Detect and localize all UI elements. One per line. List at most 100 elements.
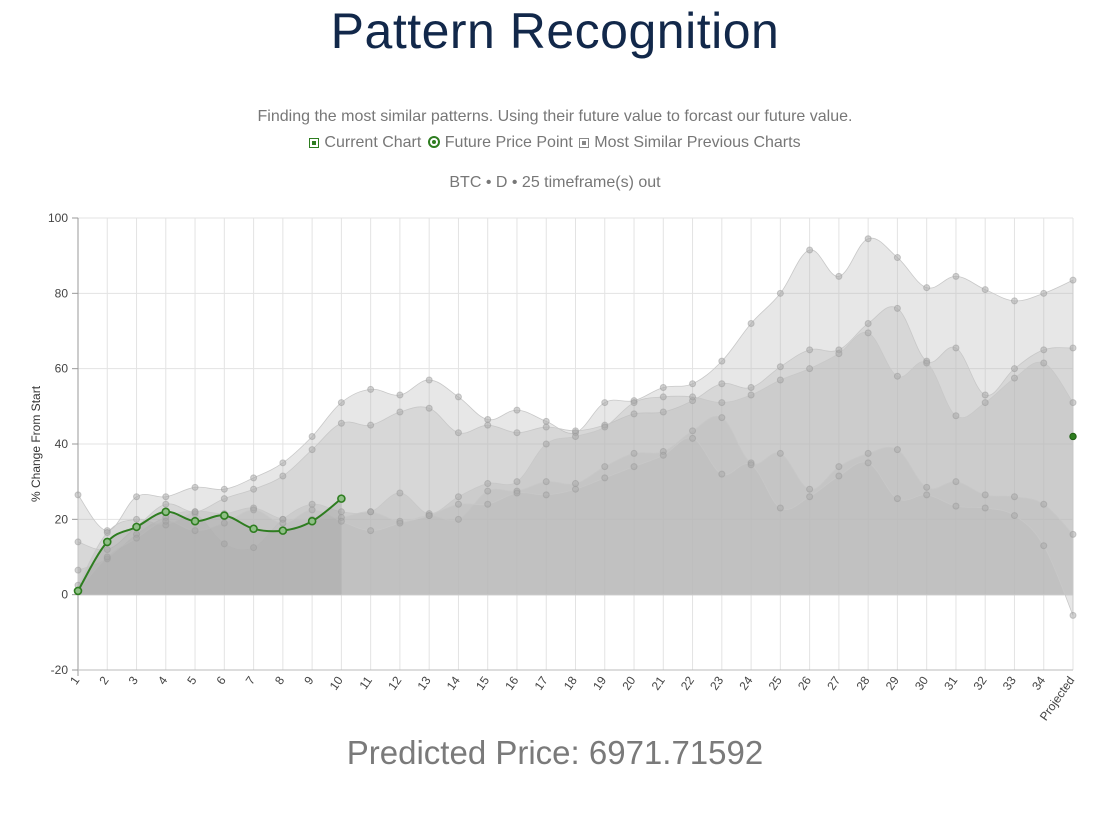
similar-chart-point — [630, 449, 638, 457]
similar-chart-point — [893, 446, 901, 454]
x-tick-label: 9 — [301, 673, 316, 687]
similar-chart-point — [835, 272, 843, 280]
chart-legend: Current Chart Future Price Point Most Si… — [0, 134, 1110, 152]
x-tick-label: 13 — [415, 673, 434, 692]
similar-chart-point — [806, 346, 814, 354]
x-tick-label: 31 — [941, 673, 960, 692]
similar-chart-point — [601, 474, 609, 482]
x-tick-label: 32 — [971, 673, 990, 692]
similar-chart-point — [337, 399, 345, 407]
x-tick-label: 6 — [213, 673, 228, 687]
x-tick-label: 33 — [1000, 673, 1019, 692]
similar-chart-point — [572, 427, 579, 435]
similar-chart-point — [864, 449, 872, 457]
similar-chart-point — [864, 319, 872, 327]
similar-chart-point — [133, 534, 141, 542]
similar-chart-point — [191, 483, 199, 491]
similar-chart-point — [279, 459, 287, 467]
similar-chart-point — [806, 493, 814, 501]
similar-chart-point — [776, 504, 784, 512]
current-chart-point — [337, 494, 346, 503]
x-tick-label: 3 — [126, 673, 141, 687]
similar-chart-point — [747, 391, 755, 399]
similar-chart-point — [747, 384, 755, 391]
x-tick-label: 12 — [385, 673, 404, 692]
similar-charts-swatch-icon — [579, 138, 590, 148]
similar-chart-point — [484, 480, 492, 488]
similar-chart-point — [835, 350, 843, 358]
similar-chart-point — [835, 463, 843, 471]
similar-chart-point — [103, 545, 111, 553]
legend-label-current-chart: Current Chart — [324, 134, 422, 151]
similar-chart-point — [308, 432, 316, 440]
chart-subtitle: Finding the most similar patterns. Using… — [257, 108, 853, 125]
similar-chart-point — [776, 289, 784, 297]
x-tick-label: 20 — [619, 673, 638, 692]
similar-chart-point — [367, 421, 375, 429]
similar-chart-point — [981, 399, 989, 407]
similar-chart-point — [601, 399, 609, 407]
similar-chart-point — [806, 246, 814, 254]
similar-chart-point — [542, 478, 550, 486]
similar-chart-point — [981, 391, 989, 399]
similar-chart-point — [718, 399, 726, 407]
similar-chart-point — [981, 504, 989, 512]
current-chart-point — [161, 507, 171, 517]
similar-chart-point — [747, 319, 755, 327]
similar-chart-point — [630, 463, 638, 471]
similar-chart-point — [572, 485, 579, 493]
similar-chart-point — [396, 519, 404, 527]
similar-chart-point — [806, 485, 814, 493]
similar-chart-point — [396, 489, 404, 497]
similar-chart-point — [689, 427, 697, 435]
similar-chart-point — [308, 506, 316, 514]
similar-chart-point — [74, 538, 82, 546]
current-chart-swatch-icon — [309, 138, 320, 148]
similar-chart-area-5 — [77, 437, 1074, 616]
similar-chart-point — [396, 408, 404, 416]
current-chart-point — [132, 522, 141, 532]
similar-chart-point — [133, 515, 141, 523]
legend-label-future-price-point: Future Price Point — [444, 134, 573, 151]
similar-chart-point — [572, 432, 579, 440]
similar-chart-point — [308, 446, 316, 454]
current-chart-point — [73, 586, 83, 596]
similar-chart-point — [893, 372, 901, 380]
x-tick-label: 26 — [795, 673, 814, 692]
similar-chart-point — [893, 495, 901, 503]
x-tick-label: 27 — [824, 673, 843, 692]
y-tick-label: 80 — [55, 286, 69, 300]
similar-chart-point — [542, 417, 550, 425]
similar-chart-point — [659, 408, 667, 416]
x-tick-label: 11 — [356, 673, 375, 692]
similar-chart-point — [776, 363, 784, 371]
similar-chart-point — [1010, 297, 1018, 305]
x-tick-label: 25 — [766, 673, 785, 692]
legend-item-future-price-point[interactable]: Future Price Point — [427, 134, 573, 152]
x-tick-label: 8 — [272, 673, 287, 687]
legend-item-current-chart[interactable]: Current Chart — [309, 134, 421, 152]
similar-chart-point — [367, 385, 375, 393]
similar-chart-point — [923, 491, 931, 499]
similar-chart-point — [1010, 493, 1018, 501]
similar-chart-point — [952, 412, 960, 420]
similar-chart-point — [689, 393, 697, 401]
similar-chart-point — [542, 440, 550, 448]
current-chart-point — [278, 526, 288, 535]
similar-chart-point — [337, 517, 345, 525]
x-tick-label: 29 — [883, 673, 902, 692]
similar-chart-point — [630, 410, 638, 418]
similar-chart-point — [718, 470, 726, 478]
similar-chart-point — [1010, 374, 1018, 382]
similar-chart-point — [1069, 344, 1077, 352]
x-tick-label: 19 — [590, 673, 609, 692]
x-tick-label: 18 — [561, 673, 580, 692]
x-tick-label: 1 — [67, 673, 82, 687]
legend-item-similar-charts[interactable]: Most Similar Previous Charts — [579, 134, 801, 152]
similar-chart-point — [396, 391, 404, 399]
similar-chart-point — [1040, 346, 1048, 354]
current-chart-point — [249, 524, 258, 534]
similar-chart-point — [923, 359, 931, 367]
x-tick-label: 2 — [96, 673, 111, 687]
similar-chart-point — [923, 284, 931, 292]
